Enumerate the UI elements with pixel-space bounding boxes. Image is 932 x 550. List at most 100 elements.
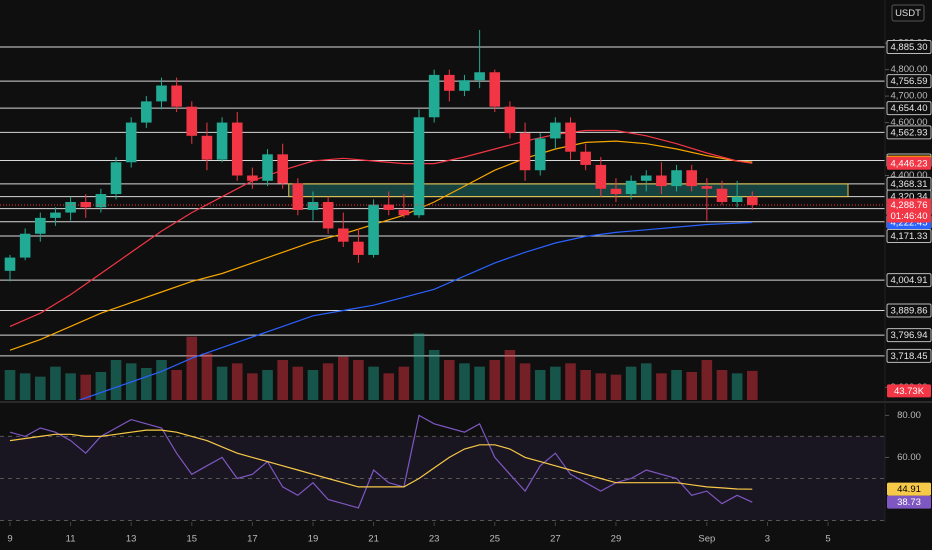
volume-bar [50, 366, 61, 400]
volume-bar [550, 366, 561, 400]
candle-body [368, 204, 379, 255]
candle-body [459, 80, 470, 91]
price-label: 4,288.76 [891, 200, 928, 211]
ma-label: 4,446.23 [891, 158, 928, 169]
candle-body [353, 241, 364, 255]
volume-bar [19, 373, 31, 400]
candle-body [65, 201, 76, 213]
candle-body [110, 162, 122, 195]
candle-body [231, 122, 243, 176]
volume-bar [413, 333, 425, 400]
candle-body [262, 154, 273, 181]
candle-body [4, 257, 16, 271]
rsi-value-label-box [887, 495, 931, 509]
currency-box[interactable] [891, 4, 925, 22]
volume-bar [368, 366, 379, 400]
volume-bar [337, 356, 349, 400]
candle-body [19, 233, 31, 258]
level-label: 4,320.34 [891, 192, 928, 203]
candle-body [95, 194, 107, 208]
level-label-box [886, 273, 932, 288]
level-label-box [886, 40, 932, 55]
candle-body [504, 106, 516, 134]
volume-bar [625, 366, 637, 400]
candle-body [731, 196, 743, 202]
candle-body [80, 201, 92, 208]
candle-body [171, 85, 182, 107]
candle-body [625, 180, 637, 195]
volume-bar [201, 353, 213, 400]
volume-bar [186, 336, 198, 400]
zone [288, 183, 849, 198]
rsi-tick-label: 80.00 [897, 410, 921, 421]
x-tick-label: 27 [550, 534, 561, 545]
volume-bar [716, 370, 728, 400]
candle-body [247, 175, 258, 181]
rsi-tick-label: 60.00 [897, 452, 921, 463]
candle-body [610, 188, 622, 195]
candle-body [216, 122, 228, 160]
candle-body [580, 151, 591, 165]
candle-body [489, 72, 501, 107]
volume-bar [231, 363, 243, 400]
level-label: 4,562.93 [891, 127, 928, 138]
volume-bar [580, 370, 591, 400]
volume-bar [671, 370, 682, 400]
candle-body [686, 170, 698, 187]
level-label-box [886, 229, 932, 244]
candle-body [383, 204, 395, 210]
candle-body [307, 201, 319, 210]
candle-body [398, 209, 410, 216]
level-label: 4,756.59 [891, 76, 928, 87]
volume-bar [489, 360, 501, 400]
candle-body [519, 133, 531, 171]
x-tick-label: Sep [698, 534, 715, 545]
volume-bar [4, 370, 16, 400]
candle-body [428, 74, 440, 118]
x-tick-label: 5 [825, 534, 830, 545]
volume-bar [474, 366, 485, 400]
volume-bar [519, 363, 531, 400]
volume-bar [534, 370, 546, 400]
volume-bar [746, 370, 758, 400]
level-label-box [886, 101, 932, 116]
candle-body [444, 74, 455, 91]
level-label-box [886, 74, 932, 89]
candle-body [746, 196, 758, 205]
candle-body [125, 122, 137, 163]
level-label-box [886, 125, 932, 140]
volume-bar [595, 373, 607, 400]
volume-bar [322, 363, 334, 400]
x-tick-label: 19 [308, 534, 319, 545]
level-label-box [886, 348, 932, 363]
candle-body [141, 101, 152, 123]
volume-bar [701, 360, 713, 400]
countdown: 01:46:40 [891, 211, 928, 222]
x-tick-label: 15 [186, 534, 197, 545]
volume-bar [610, 374, 622, 400]
volume-bar [247, 373, 258, 400]
candle-body [640, 175, 652, 181]
volume-bar [80, 374, 92, 400]
candle-body [716, 188, 728, 202]
candle-body [595, 164, 607, 189]
volume-bar [353, 360, 364, 400]
y-tick-label: 4,800.00 [891, 64, 928, 75]
level-label: 4,004.91 [891, 275, 928, 286]
candle-body [186, 106, 198, 136]
candle-body [413, 117, 425, 216]
volume-bar [307, 370, 319, 400]
volume-bar [444, 360, 455, 400]
volume-bar [686, 372, 698, 400]
candle-body [322, 201, 334, 229]
candle-body [550, 122, 561, 139]
volume-bar [141, 368, 152, 400]
candle-body [34, 217, 46, 234]
candle-body [534, 138, 546, 171]
time-axis: 9 11 13 15 17 19 21 23 25 27 29 Sep 3 5 [7, 522, 831, 545]
rsi-value-label-box [887, 482, 931, 496]
rsi-panel [0, 414, 885, 522]
moving-average [77, 221, 753, 400]
x-tick-label: 21 [368, 534, 379, 545]
